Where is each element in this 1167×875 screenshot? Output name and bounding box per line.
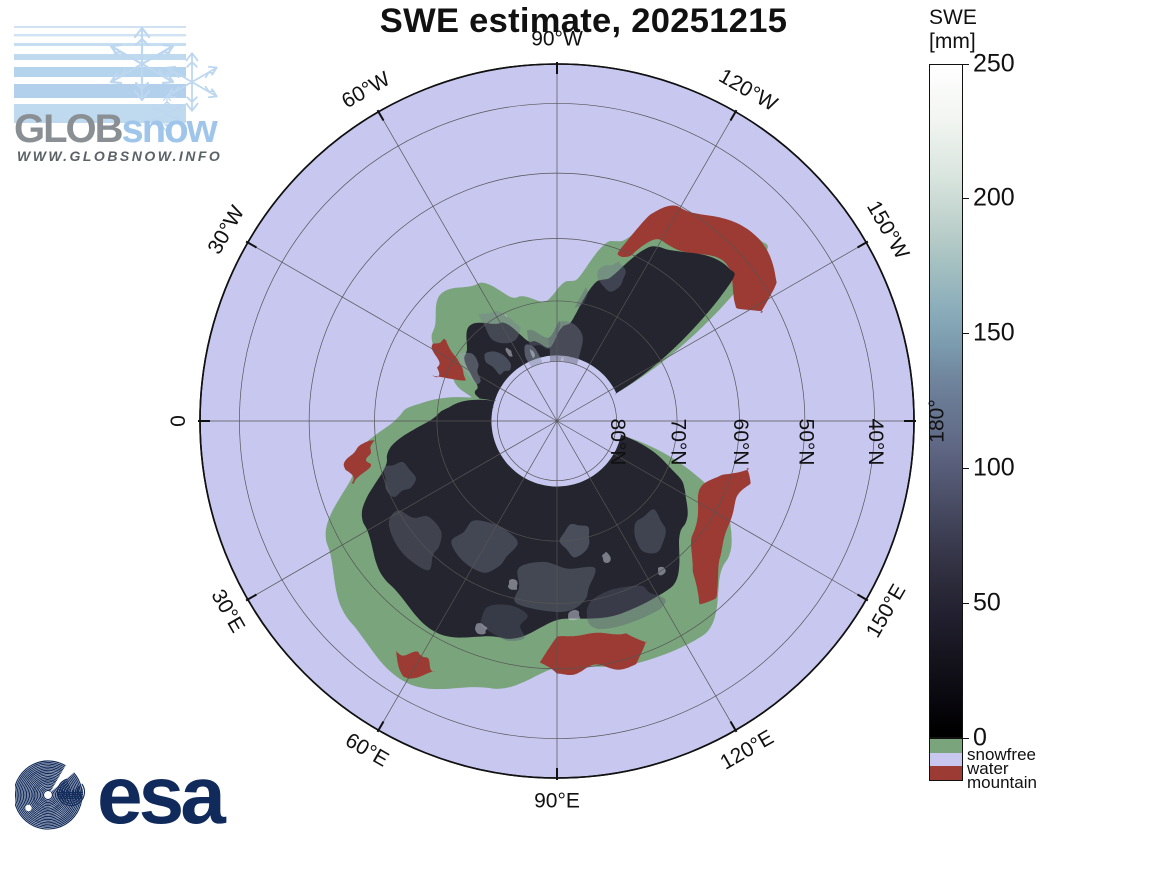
svg-text:30°E: 30°E — [206, 585, 249, 636]
svg-text:60°N: 60°N — [729, 419, 752, 466]
svg-text:50°N: 50°N — [794, 419, 817, 466]
svg-text:90°E: 90°E — [534, 790, 580, 813]
svg-text:60°W: 60°W — [338, 67, 394, 113]
svg-text:180°: 180° — [926, 399, 949, 442]
svg-text:80°N: 80°N — [606, 419, 629, 466]
svg-text:60°E: 60°E — [341, 729, 392, 772]
svg-text:70°N: 70°N — [667, 419, 690, 466]
svg-text:40°N: 40°N — [864, 419, 887, 466]
svg-text:90°W: 90°W — [531, 28, 583, 51]
svg-text:0: 0 — [165, 415, 188, 427]
svg-text:30°W: 30°W — [203, 202, 249, 258]
